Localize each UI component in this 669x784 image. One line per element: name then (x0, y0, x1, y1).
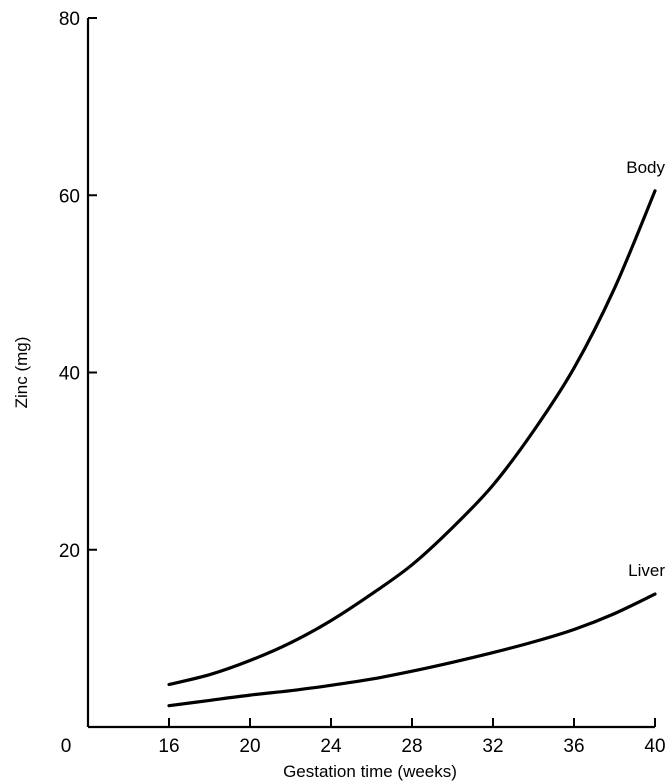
y-tick-label: 80 (59, 9, 80, 30)
x-origin-label: 0 (61, 736, 72, 757)
y-axis-title: Zinc (mg) (12, 337, 31, 409)
x-tick-label: 36 (563, 736, 584, 757)
x-tick-label: 32 (482, 736, 503, 757)
y-tick-label: 40 (59, 364, 80, 385)
y-tick-label: 60 (59, 186, 80, 207)
labels: 0 Gestation time (weeks) Zinc (mg) (12, 337, 457, 781)
x-axis-title: Gestation time (weeks) (283, 762, 457, 781)
liver-curve (167, 592, 657, 708)
x-tick-label: 24 (320, 736, 342, 757)
x-tick-label: 40 (644, 736, 665, 757)
x-tick-label: 16 (158, 736, 179, 757)
curves: Body Liver (167, 158, 665, 708)
ticks: 20 40 60 80 16 20 24 28 32 36 40 (59, 9, 666, 757)
x-tick-label: 20 (239, 736, 260, 757)
y-tick-label: 20 (59, 541, 80, 562)
x-tick-label: 28 (401, 736, 422, 757)
body-curve (167, 189, 657, 687)
body-series-label: Body (626, 158, 665, 177)
liver-series-label: Liver (628, 561, 665, 580)
